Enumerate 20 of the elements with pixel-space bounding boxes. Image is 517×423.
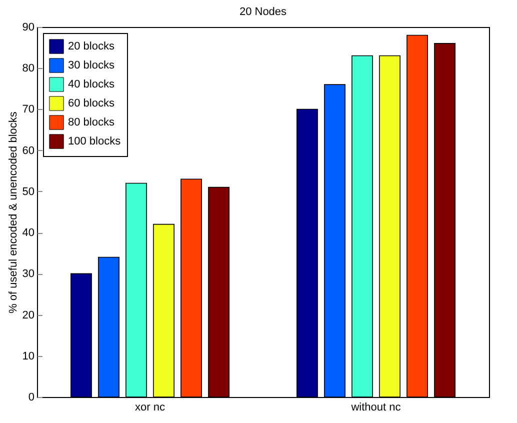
y-tick-label: 80 xyxy=(22,62,34,75)
x-tick-label: without nc xyxy=(350,402,402,414)
x-tick-label: xor nc xyxy=(135,402,166,414)
y-tick-label: 10 xyxy=(22,350,34,362)
y-tick-label: 70 xyxy=(22,104,34,116)
legend-label: 40 blocks xyxy=(68,78,115,90)
y-tick-label: 40 xyxy=(22,227,34,240)
y-tick-label: 90 xyxy=(22,22,34,34)
legend-label: 20 blocks xyxy=(68,40,115,52)
y-axis-title: % of useful encoded & unencoded blocks xyxy=(7,111,20,314)
legend-label: 80 blocks xyxy=(68,116,115,128)
legend-label: 100 blocks xyxy=(68,136,122,148)
y-tick-label: 20 xyxy=(22,309,34,322)
y-tick-label: 0 xyxy=(28,392,34,404)
legend-label: 60 blocks xyxy=(68,98,115,110)
y-tick-label: 50 xyxy=(22,186,34,198)
y-tick-label: 60 xyxy=(22,144,34,157)
y-tick-label: 30 xyxy=(22,268,34,280)
chart-title: 20 Nodes xyxy=(239,6,288,18)
legend-label: 30 blocks xyxy=(68,60,115,72)
